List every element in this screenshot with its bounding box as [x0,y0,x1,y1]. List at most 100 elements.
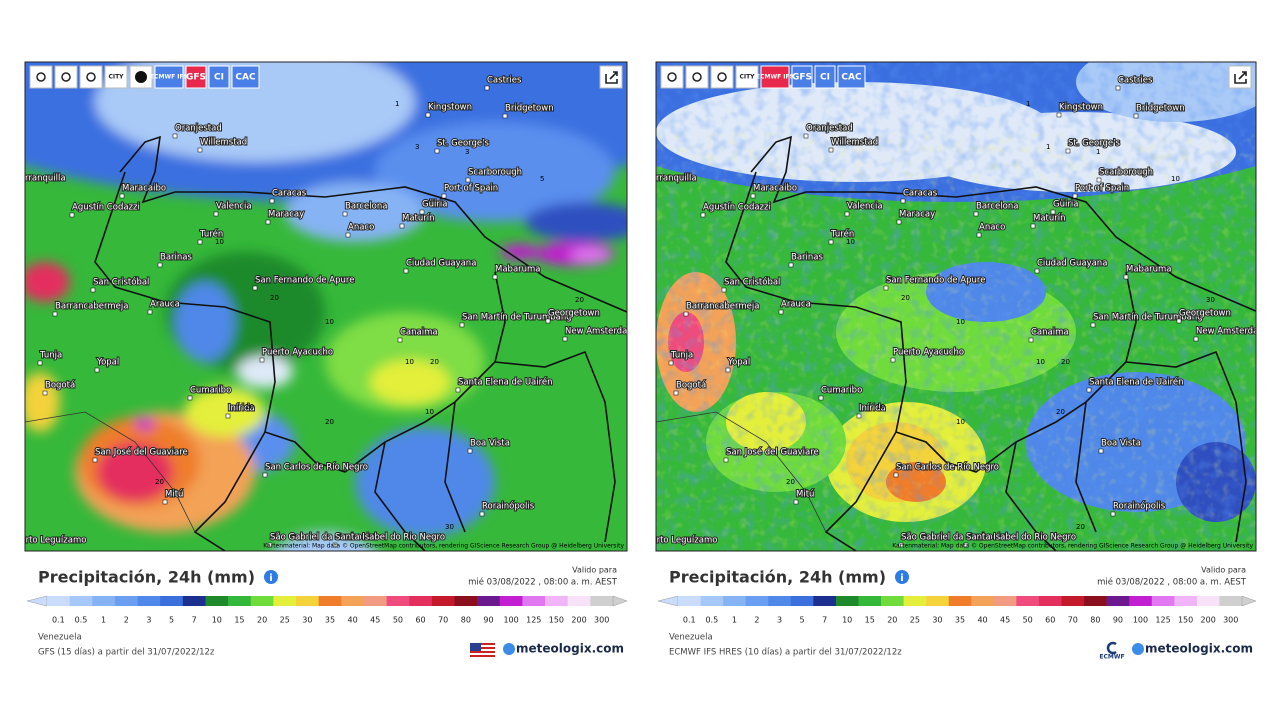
city-label: Willemstad [200,138,247,148]
legend-tick-label: 50 [393,616,403,625]
legend-tick-label: 0.1 [683,616,696,625]
legend-color [386,596,410,606]
city-label: Anaco [348,223,374,233]
legend-color [228,596,252,606]
contour-label: 10 [215,238,224,246]
ecmwf-logo: ECMWF [1099,654,1124,661]
tool-button[interactable] [685,65,709,89]
legend-color [250,596,274,606]
tool-button[interactable] [29,65,53,89]
panel-footer: Precipitación, 24h (mm) i Valido para mié 0… [26,566,628,658]
legend-tick-label: 300 [1223,616,1238,625]
legend-tick-label: 7 [822,616,827,625]
city-label: Bogotá [45,381,75,391]
city-label: Tunja [39,351,62,361]
precip-area [355,427,495,537]
tool-icon [61,72,71,82]
city-label: Rorainópolis [482,501,535,512]
border [725,171,1137,473]
legend-color [1219,596,1243,606]
precip-texture [656,182,1256,551]
toolbar-button[interactable] [104,65,128,89]
precip-area [135,418,155,430]
tool-button[interactable] [54,65,78,89]
toolbar-button[interactable] [735,65,759,89]
city-dot [788,262,794,268]
toolbar-button[interactable] [154,65,184,89]
legend-tick-label: 35 [325,616,335,625]
city-dot [502,113,508,119]
city-dot [828,239,834,245]
city-dot [1050,209,1056,215]
legend-tick-label: 70 [1068,616,1078,625]
city-dot [399,223,405,229]
legend-color [768,596,792,606]
city-dot [643,184,647,188]
city-dot [1028,337,1034,343]
toolbar-button[interactable] [185,65,207,89]
city-dot [896,219,902,225]
city-label: Mabaruma [1126,265,1172,275]
city-dot [259,357,265,363]
city-label: Santa Isabel do Rio Negro [335,533,445,543]
legend-color [545,596,569,606]
city-dot [267,542,273,548]
map-frame [655,61,1257,552]
legend-tick-label: 45 [370,616,380,625]
city-dot [1034,268,1040,274]
flag-stripe [470,651,495,653]
toolbar-button[interactable] [760,65,790,89]
toolbar-button[interactable] [208,65,230,89]
legend-color [431,596,455,606]
contour-label: 20 [270,294,279,302]
border [824,350,1247,551]
legend-title: Precipitación, 24h (mm) [669,568,886,587]
city-dot [1193,336,1199,342]
legend-tick-label: 2 [754,616,759,625]
legend-color [567,596,591,606]
info-icon[interactable] [264,570,278,584]
map: Castries Kingstown Bridgetown Oranjestad Wil… [639,62,1256,551]
legend-arrow-left [26,595,48,607]
flag-stripe [470,645,495,647]
tool-button[interactable] [660,65,684,89]
city-dot [976,232,982,238]
toolbar-label: GFS [186,73,206,83]
legend-tick-label: 0.5 [705,616,718,625]
city-label: Georgetown [1179,309,1231,319]
legend-tick-label: 40 [977,616,987,625]
legend-tick-label: 150 [1178,616,1193,625]
city-label: Ciudad Guayana [406,259,476,269]
contour-label: 10 [956,318,965,326]
city-label: Rorainópolis [1113,501,1166,512]
city-dot [683,311,689,317]
city-dot [844,211,850,217]
toolbar-label: CITY [108,74,124,81]
legend-color [590,596,614,606]
precip-area [375,122,615,222]
city-dot [700,212,706,218]
toolbar-label: CAC [235,73,256,83]
brand-name: meteologix.com [1145,642,1253,656]
tool-button[interactable] [79,65,103,89]
city-label: San Carlos de Río Negro [896,463,999,473]
tool-button[interactable] [710,65,734,89]
toolbar-button[interactable] [791,65,813,89]
city-dot [639,546,643,550]
toolbar-button[interactable] [837,65,866,89]
legend-color [409,596,433,606]
city-dot [893,472,899,478]
city-dot [484,85,490,91]
map-panel: Castries Kingstown Bridgetown Oranjestad Wil… [639,61,1257,552]
city-dot [434,148,440,154]
info-icon[interactable] [895,570,909,584]
legend-tick-label: 0.1 [52,616,65,625]
city-dot [725,367,731,373]
city-dot [147,309,153,315]
legend-tick-label: 60 [415,616,425,625]
city-dot [403,268,409,274]
city-dot [856,413,862,419]
toolbar-button[interactable] [814,65,836,89]
legend-tick-label: 5 [800,616,805,625]
toolbar-button[interactable] [231,65,260,89]
